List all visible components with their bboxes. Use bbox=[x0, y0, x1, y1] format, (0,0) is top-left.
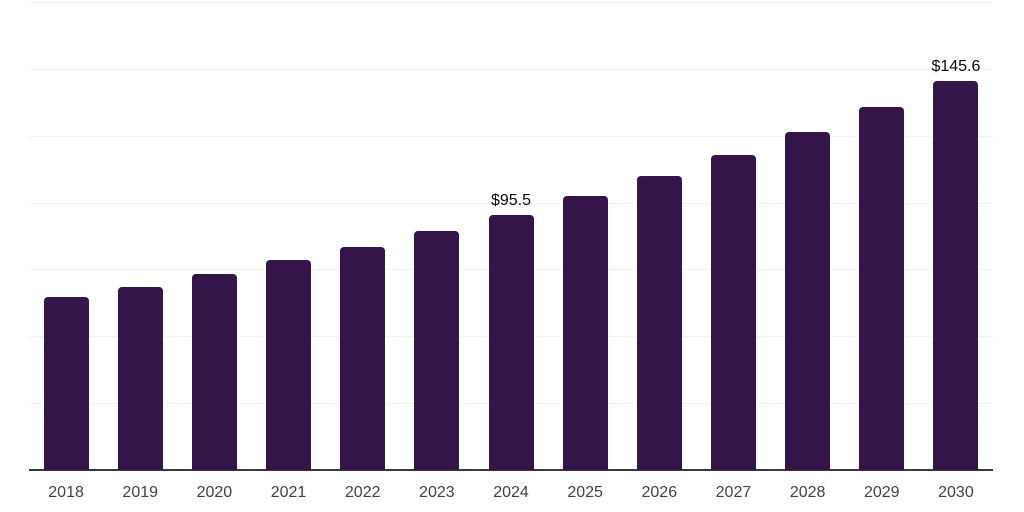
x-tick-label: 2027 bbox=[715, 484, 752, 501]
bar-value-label: $95.5 bbox=[490, 191, 532, 209]
x-tick-label: 2029 bbox=[863, 484, 900, 501]
plot-area: $95.5 $145.6 bbox=[29, 2, 993, 471]
bar bbox=[191, 274, 237, 470]
x-axis-line bbox=[29, 469, 993, 471]
x-tick-label: 2020 bbox=[196, 484, 233, 501]
gridline bbox=[29, 68, 993, 70]
bar bbox=[933, 80, 979, 470]
gridline bbox=[29, 2, 993, 3]
bar bbox=[43, 297, 89, 470]
bar bbox=[562, 196, 608, 470]
x-tick-label: 2024 bbox=[493, 484, 529, 501]
bar bbox=[340, 246, 386, 470]
x-axis-labels: 2018 2019 2020 2021 2022 2023 2024 2025 2026 2027… bbox=[29, 484, 993, 504]
x-tick-label: 2026 bbox=[641, 484, 678, 501]
bar bbox=[117, 286, 163, 470]
x-tick-label: 2021 bbox=[270, 484, 307, 501]
bar bbox=[636, 175, 682, 470]
x-tick-label: 2030 bbox=[938, 484, 974, 501]
bar bbox=[785, 132, 831, 470]
bar bbox=[488, 214, 534, 470]
x-tick-label: 2019 bbox=[122, 484, 159, 501]
bar bbox=[266, 260, 312, 470]
x-tick-label: 2023 bbox=[419, 484, 455, 501]
x-tick-label: 2028 bbox=[789, 484, 826, 501]
bar bbox=[859, 106, 905, 470]
x-tick-label: 2022 bbox=[344, 484, 381, 501]
bar-value-label: $145.6 bbox=[931, 57, 981, 75]
gridline bbox=[29, 202, 993, 204]
x-tick-label: 2025 bbox=[567, 484, 603, 501]
bar bbox=[710, 154, 756, 470]
bar bbox=[414, 231, 460, 470]
x-tick-label: 2018 bbox=[48, 484, 84, 501]
gridline bbox=[29, 135, 993, 137]
